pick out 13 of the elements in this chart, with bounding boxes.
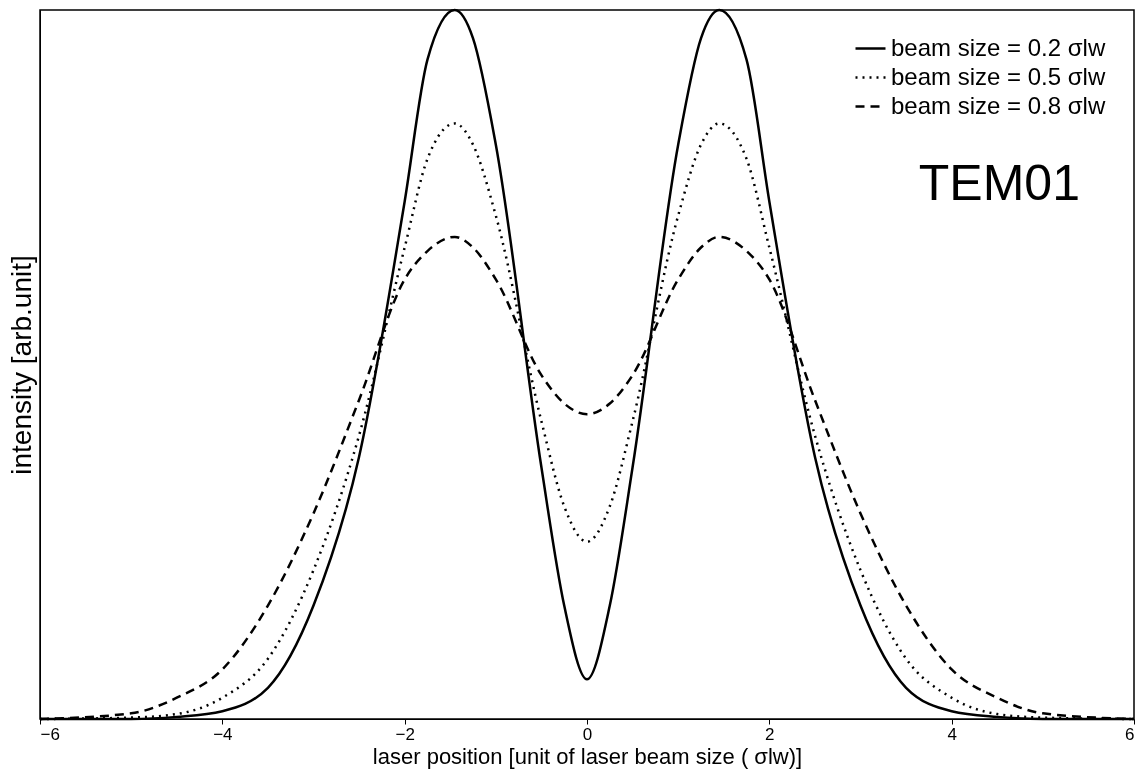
x-tick-label: 0 <box>582 724 593 744</box>
x-axis-title: laser position [unit of laser beam size ( σlw)] <box>372 743 803 769</box>
legend-label: beam size = 0.5 σlw <box>891 62 1106 90</box>
x-tick-label: −2 <box>395 724 415 744</box>
legend-label: beam size = 0.2 σlw <box>891 33 1106 61</box>
x-tick-label: −6 <box>40 724 60 744</box>
legend-label: beam size = 0.8 σlw <box>891 91 1106 119</box>
x-tick-label: −4 <box>213 724 233 744</box>
x-tick-label: 6 <box>1125 724 1135 744</box>
annotation: TEM01 <box>918 155 1080 211</box>
y-axis-title: intensity [arb.unit] <box>5 255 37 475</box>
x-tick-label: 2 <box>765 724 775 744</box>
x-tick-label: 4 <box>947 724 957 744</box>
